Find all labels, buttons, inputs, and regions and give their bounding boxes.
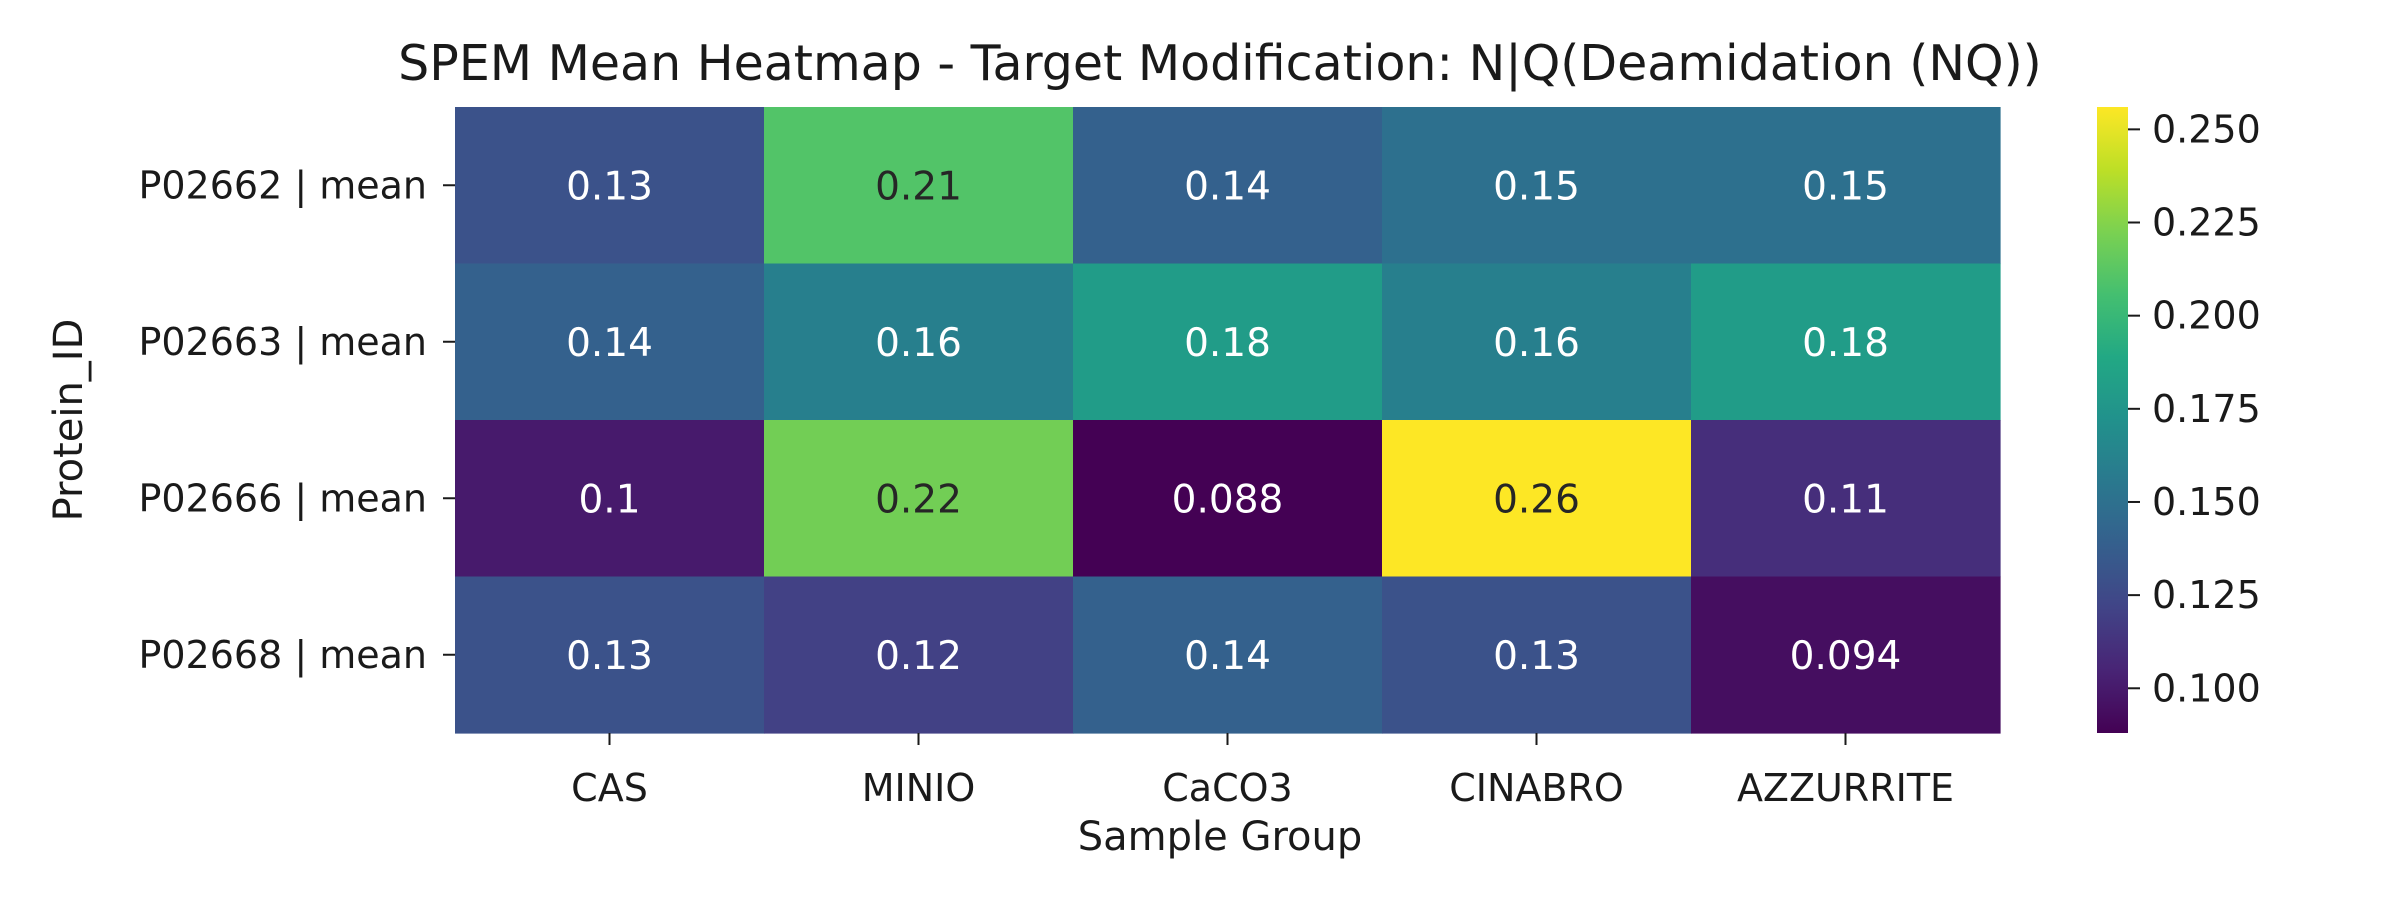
- heatmap-cell: [764, 576, 1074, 734]
- heatmap-cell: [1691, 420, 2001, 578]
- y-axis: P02662 | mean P02663 | mean P02666 | mean P…: [138, 163, 455, 678]
- colorbar-gradient: [2097, 107, 2128, 733]
- heatmap-cell: [455, 576, 765, 734]
- heatmap-cell: [764, 263, 1074, 421]
- cell-value-label: 0.094: [1790, 634, 1902, 679]
- cell-value-label: 0.21: [875, 164, 962, 209]
- heatmap-cell: [455, 420, 765, 578]
- cell-value-label: 0.26: [1493, 477, 1580, 522]
- colorbar-tick-label: 0.200: [2152, 294, 2261, 338]
- cell-value-label: 0.13: [566, 164, 653, 209]
- colorbar-tick-label: 0.250: [2152, 107, 2261, 151]
- cell-value-label: 0.12: [875, 634, 962, 679]
- cell-value-label: 0.14: [566, 321, 653, 366]
- cell-value-label: 0.14: [1184, 164, 1271, 209]
- cell-value-label: 0.14: [1184, 634, 1271, 679]
- heatmap-cell: [1382, 107, 1692, 265]
- cell-value-label: 0.088: [1172, 477, 1284, 522]
- x-axis: CAS MINIO CaCO3 CINABRO AZZURRITE: [571, 733, 1954, 810]
- heatmap-cell: [455, 263, 765, 421]
- cell-value-label: 0.18: [1802, 321, 1889, 366]
- y-tick-label: P02666 | mean: [138, 476, 427, 521]
- colorbar-tick-label: 0.175: [2152, 387, 2261, 431]
- colorbar-tick-label: 0.125: [2152, 573, 2261, 617]
- heatmap-cell: [1691, 576, 2001, 734]
- cell-value-label: 0.16: [875, 321, 962, 366]
- heatmap-cells: 0.13 0.21 0.14 0.15 0.15 0.14 0.16 0.18 0.16 0.18…: [455, 107, 2001, 734]
- x-tick-label: AZZURRITE: [1737, 766, 1954, 810]
- heatmap-cell: [1691, 107, 2001, 265]
- heatmap-cell: [1073, 263, 1383, 421]
- cell-value-label: 0.18: [1184, 321, 1271, 366]
- heatmap-cell: [1382, 420, 1692, 578]
- y-tick-label: P02662 | mean: [138, 163, 427, 208]
- chart-title: SPEM Mean Heatmap - Target Modification:…: [398, 35, 2042, 92]
- heatmap-cell: [764, 420, 1074, 578]
- heatmap-cell: [1073, 420, 1383, 578]
- cell-value-label: 0.1: [578, 477, 640, 522]
- x-tick-label: CaCO3: [1162, 766, 1292, 810]
- colorbar-tick-label: 0.100: [2152, 666, 2261, 710]
- x-axis-label: Sample Group: [1078, 814, 1362, 860]
- heatmap-cell: [1382, 576, 1692, 734]
- cell-value-label: 0.16: [1493, 321, 1580, 366]
- heatmap-cell: [764, 107, 1074, 265]
- y-axis-label: Protein_ID: [46, 319, 92, 522]
- cell-value-label: 0.15: [1802, 164, 1889, 209]
- y-tick-label: P02668 | mean: [138, 633, 427, 678]
- heatmap-cell: [455, 107, 765, 265]
- colorbar-tick-label: 0.150: [2152, 480, 2261, 524]
- y-tick-label: P02663 | mean: [138, 320, 427, 365]
- cell-value-label: 0.15: [1493, 164, 1580, 209]
- cell-value-label: 0.11: [1802, 477, 1889, 522]
- cell-value-label: 0.13: [1493, 634, 1580, 679]
- heatmap-cell: [1382, 263, 1692, 421]
- x-tick-label: CINABRO: [1449, 766, 1624, 810]
- cell-value-label: 0.22: [875, 477, 962, 522]
- colorbar: 0.100 0.125 0.150 0.175 0.200 0.225 0.250: [2097, 107, 2261, 733]
- x-tick-label: CAS: [571, 766, 648, 810]
- colorbar-tick-label: 0.225: [2152, 201, 2261, 245]
- heatmap-cell: [1073, 576, 1383, 734]
- heatmap-cell: [1691, 263, 2001, 421]
- x-tick-label: MINIO: [862, 766, 976, 810]
- cell-value-label: 0.13: [566, 634, 653, 679]
- heatmap-cell: [1073, 107, 1383, 265]
